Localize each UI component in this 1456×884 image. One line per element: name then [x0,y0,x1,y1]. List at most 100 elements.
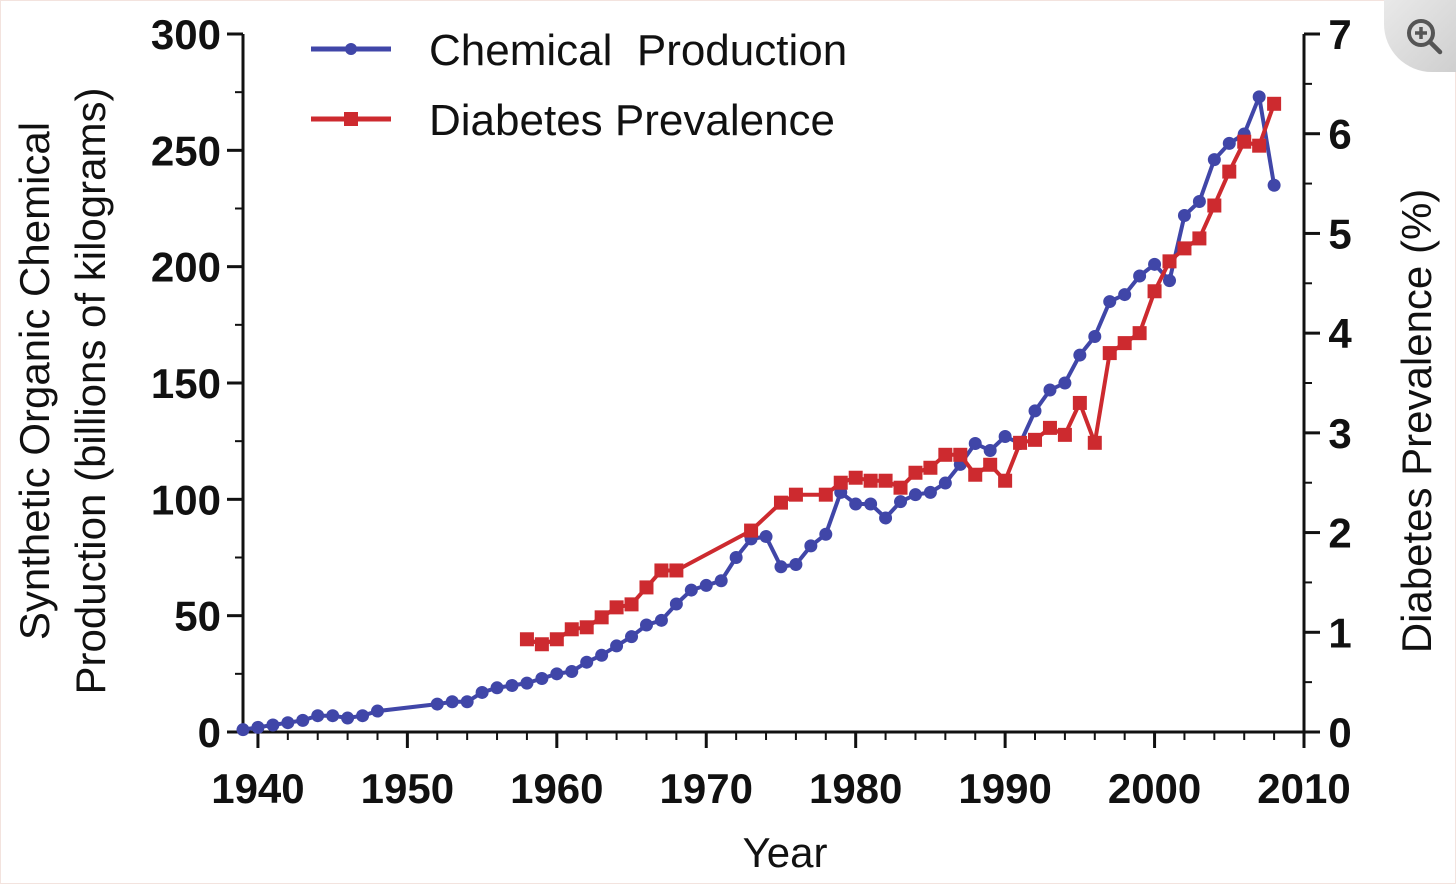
data-point-chemical-production-1966 [639,618,653,632]
data-point-chemical-production-2007 [1252,90,1266,104]
data-point-diabetes-prevalence-1998 [1117,336,1132,351]
data-point-chemical-production-1962 [580,655,594,669]
data-point-diabetes-prevalence-1962 [579,620,594,635]
data-point-diabetes-prevalence-2004 [1207,198,1222,213]
data-point-chemical-production-1941 [266,718,280,732]
y-right-tick-label-1: 1 [1328,609,1351,656]
data-point-diabetes-prevalence-1983 [893,480,908,495]
y-left-tick-label-300: 300 [151,11,221,58]
legend-label-diabetes-prevalence: Diabetes Prevalence [429,96,835,145]
data-point-chemical-production-1986 [938,476,952,490]
data-point-chemical-production-1997 [1103,295,1117,309]
data-point-diabetes-prevalence-1994 [1057,427,1072,442]
data-point-chemical-production-1967 [654,613,668,627]
data-point-diabetes-prevalence-1959 [534,637,549,652]
data-point-diabetes-prevalence-2002 [1177,241,1192,256]
series-diabetes-prevalence [519,96,1282,652]
data-point-chemical-production-1956 [490,681,504,695]
data-point-chemical-production-1952 [430,697,444,711]
y-right-tick-label-4: 4 [1328,310,1352,357]
data-point-chemical-production-1958 [520,676,534,690]
data-point-diabetes-prevalence-1964 [609,600,624,615]
series-line-chemical-production [242,94,1277,732]
y-axis-left-ticks: 0 50 100 150 200 250 300 [151,11,243,756]
data-point-chemical-production-1983 [894,495,908,509]
data-point-chemical-production-1989 [983,443,997,457]
data-point-chemical-production-1963 [595,648,609,662]
data-point-chemical-production-1957 [505,678,519,692]
legend-item-diabetes-prevalence: Diabetes Prevalence [311,96,835,145]
x-tick-label-1940: 1940 [211,765,304,812]
data-point-chemical-production-2001 [1163,274,1177,288]
x-tick-label-1980: 1980 [809,765,902,812]
data-point-diabetes-prevalence-1986 [938,447,953,462]
data-point-chemical-production-2005 [1222,136,1236,150]
data-point-diabetes-prevalence-1999 [1132,326,1147,341]
y-axis-right-ticks: 0 1 2 3 4 5 6 7 [1304,11,1352,756]
data-point-chemical-production-1946 [341,711,355,725]
data-point-diabetes-prevalence-1996 [1087,435,1102,450]
x-tick-label-2010: 2010 [1257,765,1350,812]
data-point-chemical-production-1961 [565,665,579,679]
data-point-diabetes-prevalence-1987 [953,447,968,462]
data-point-chemical-production-1992 [1028,404,1042,418]
x-axis-title: Year [743,829,828,876]
data-point-diabetes-prevalence-1992 [1028,432,1043,447]
y-axis-left-title-line2: Production (billions of kilograms) [67,88,114,695]
data-point-diabetes-prevalence-1997 [1102,346,1117,361]
series-line-diabetes-prevalence [526,103,1276,647]
data-point-diabetes-prevalence-1968 [669,563,684,578]
data-point-diabetes-prevalence-1979 [833,475,848,490]
x-tick-label-1990: 1990 [958,765,1051,812]
y-left-tick-label-200: 200 [151,244,221,291]
data-point-chemical-production-1944 [311,709,325,723]
data-point-diabetes-prevalence-2008 [1267,96,1282,111]
data-point-chemical-production-1998 [1118,288,1132,302]
data-point-chemical-production-2002 [1177,208,1191,222]
data-point-chemical-production-1954 [460,695,474,709]
data-point-diabetes-prevalence-2003 [1192,231,1207,246]
series-chemical-production [236,90,1281,737]
data-point-chemical-production-1960 [550,667,564,681]
data-point-diabetes-prevalence-1985 [923,460,938,475]
x-tick-label-1970: 1970 [660,765,753,812]
data-point-diabetes-prevalence-1973 [744,523,759,538]
data-point-diabetes-prevalence-2005 [1222,164,1237,179]
data-point-chemical-production-1985 [923,485,937,499]
data-point-diabetes-prevalence-1982 [878,473,893,488]
data-point-diabetes-prevalence-2001 [1162,254,1177,269]
data-point-chemical-production-1939 [236,723,250,737]
data-point-diabetes-prevalence-1960 [549,632,564,647]
data-point-diabetes-prevalence-1966 [639,580,654,595]
data-point-chemical-production-2008 [1267,178,1281,192]
data-point-diabetes-prevalence-2007 [1252,138,1267,153]
data-point-chemical-production-1959 [535,671,549,685]
data-point-diabetes-prevalence-1978 [818,487,833,502]
data-point-chemical-production-1970 [699,578,713,592]
data-point-chemical-production-1977 [804,539,818,553]
data-point-diabetes-prevalence-1989 [983,457,998,472]
data-point-chemical-production-1947 [356,709,370,723]
data-point-chemical-production-1993 [1043,383,1057,397]
data-point-diabetes-prevalence-2006 [1237,134,1252,149]
data-point-diabetes-prevalence-1988 [968,467,983,482]
data-point-chemical-production-1948 [370,704,384,718]
y-left-tick-label-250: 250 [151,127,221,174]
data-point-diabetes-prevalence-1980 [848,470,863,485]
data-point-chemical-production-1990 [998,430,1012,444]
data-point-chemical-production-1980 [849,497,863,511]
data-point-chemical-production-1945 [326,709,340,723]
data-point-chemical-production-1974 [759,530,773,544]
y-axis-right-title: Diabetes Prevalence (%) [1393,189,1440,654]
data-point-diabetes-prevalence-1984 [908,465,923,480]
x-tick-label-1950: 1950 [361,765,454,812]
x-axis-ticks: 1940 1950 1960 1970 1980 1990 2000 2010 [211,732,1351,812]
data-point-chemical-production-1981 [864,497,878,511]
data-point-chemical-production-1995 [1073,348,1087,362]
y-left-tick-label-100: 100 [151,476,221,523]
data-point-chemical-production-1968 [669,597,683,611]
data-point-diabetes-prevalence-1961 [564,622,579,637]
data-point-chemical-production-1999 [1133,269,1147,283]
data-point-chemical-production-1975 [774,560,788,574]
